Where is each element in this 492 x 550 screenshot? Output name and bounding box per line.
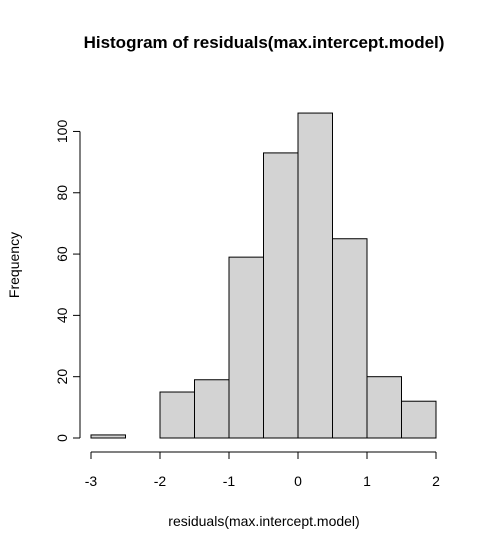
y-tick-label-4: 80 <box>54 185 70 201</box>
histogram-bar-9 <box>401 400 437 439</box>
x-tick-label-3: 0 <box>294 473 302 489</box>
y-axis-label: Frequency <box>6 232 22 298</box>
histogram-bar-7 <box>332 238 368 439</box>
histogram-bar-5 <box>263 152 299 439</box>
y-tick-label-1: 20 <box>54 369 70 385</box>
histogram-bar-8 <box>366 376 402 439</box>
x-tick-label-4: 1 <box>363 473 371 489</box>
histogram-bar-0 <box>90 434 126 439</box>
x-tick-label-2: -1 <box>223 473 236 489</box>
x-axis-label: residuals(max.intercept.model) <box>168 513 359 529</box>
y-tick-label-3: 60 <box>54 246 70 262</box>
x-tick-label-0: -3 <box>85 473 98 489</box>
y-tick-label-0: 0 <box>54 434 70 442</box>
histogram-bar-6 <box>297 112 333 439</box>
histogram-bar-2 <box>159 391 195 439</box>
x-tick-label-5: 2 <box>432 473 440 489</box>
histogram-bar-3 <box>194 379 230 439</box>
chart-title: Histogram of residuals(max.intercept.mod… <box>84 33 445 52</box>
bars-group <box>90 112 437 439</box>
y-tick-label-2: 40 <box>54 307 70 323</box>
x-axis: -3 -2 -1 0 1 2 <box>85 451 440 489</box>
x-tick-label-1: -2 <box>154 473 167 489</box>
histogram-bar-4 <box>228 256 264 439</box>
y-axis: 0 20 40 60 80 100 <box>54 120 81 442</box>
y-tick-label-5: 100 <box>54 120 70 144</box>
